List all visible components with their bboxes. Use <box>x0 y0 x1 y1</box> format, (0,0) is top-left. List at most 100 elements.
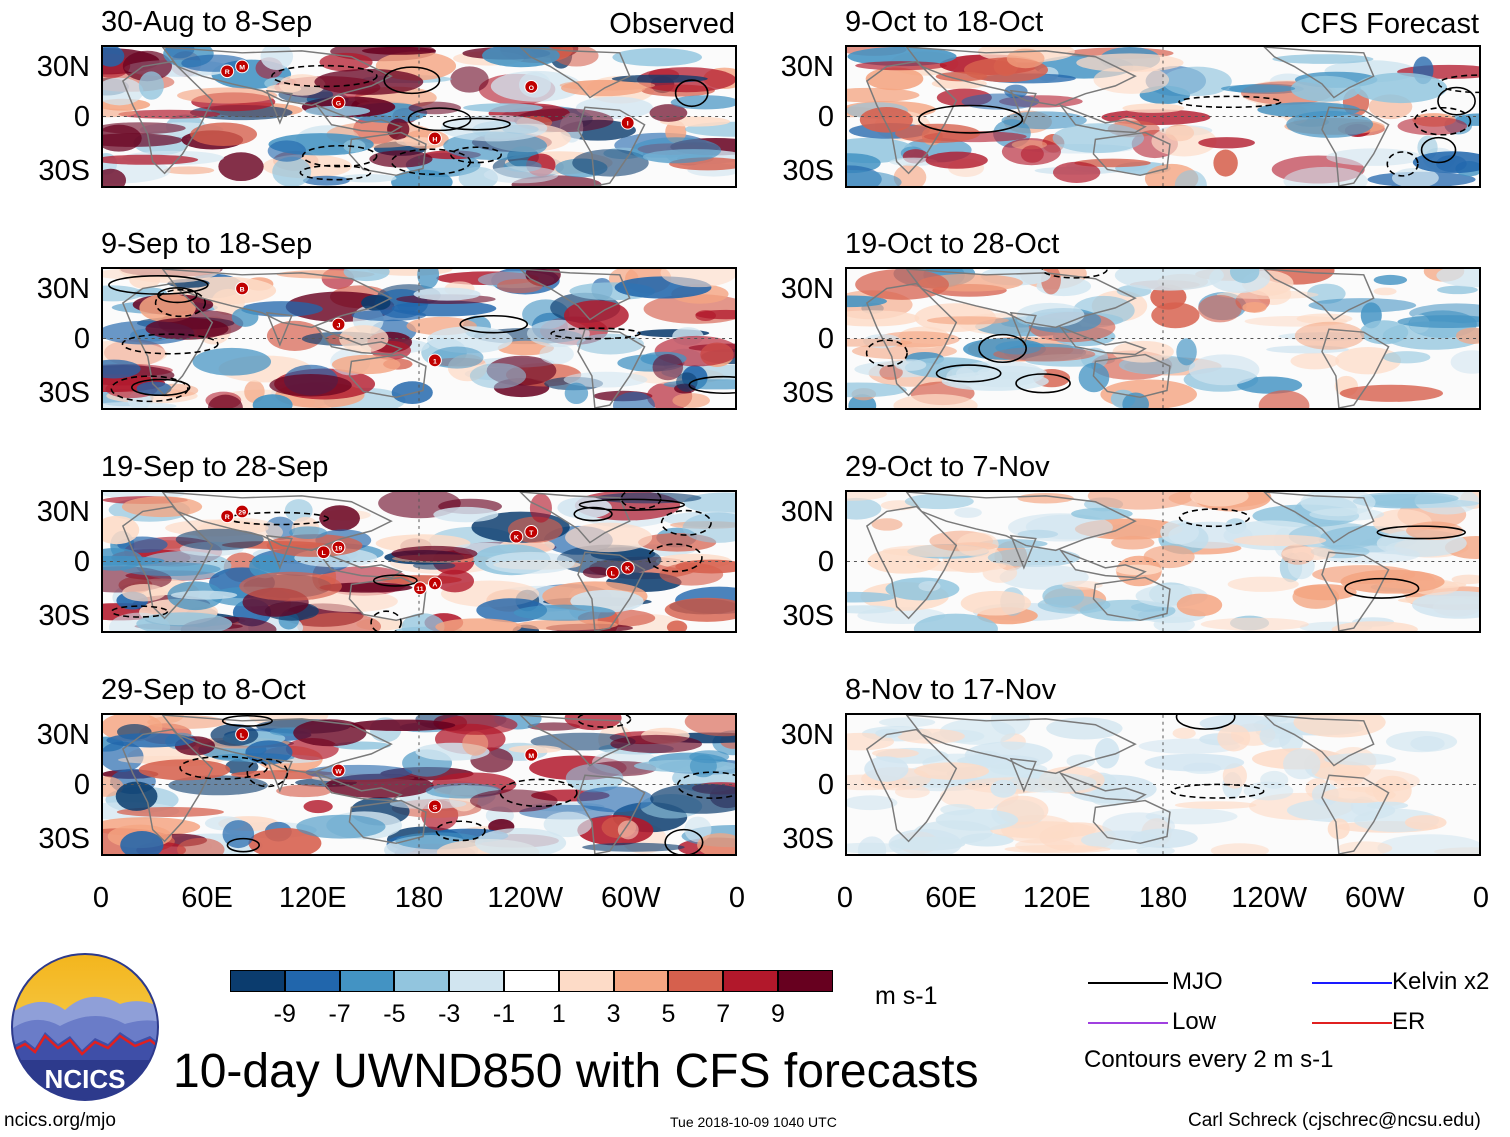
colorbar-swatch <box>504 970 559 992</box>
wind-anomaly-patch <box>136 381 172 396</box>
storm-marker-label: 19 <box>335 545 343 552</box>
main-title: 10-day UWND850 with CFS forecasts <box>173 1045 979 1098</box>
wind-anomaly-patch <box>960 590 1032 616</box>
wind-anomaly-patch <box>556 544 662 576</box>
wind-anomaly-patch <box>990 821 1097 839</box>
wind-anomaly-patch <box>987 548 1081 568</box>
mjo-contour <box>246 758 289 788</box>
mjo-contour <box>918 104 1024 134</box>
wind-anomaly-patch <box>469 363 527 389</box>
wind-anomaly-patch <box>496 278 543 294</box>
tropical-cyclone-marker: W <box>331 763 346 778</box>
wind-anomaly-patch <box>1062 580 1103 590</box>
wind-anomaly-patch <box>913 613 998 631</box>
coastline <box>161 269 393 329</box>
lat-label: 0 <box>73 546 90 578</box>
wind-anomaly-patch <box>1138 738 1240 754</box>
wind-anomaly-patch <box>276 784 332 798</box>
wind-anomaly-patch <box>543 811 592 838</box>
tropical-cyclone-marker: R <box>220 509 235 524</box>
mjo-contour <box>459 314 529 334</box>
legend-mjo-line <box>1088 982 1168 984</box>
coastline <box>1321 328 1390 408</box>
wind-anomaly-patch <box>1131 828 1198 849</box>
footer-url[interactable]: ncics.org/mjo <box>4 1110 116 1131</box>
wind-anomaly-patch <box>1324 753 1396 766</box>
wind-anomaly-patch <box>1286 110 1374 138</box>
wind-anomaly-patch <box>515 619 618 631</box>
storm-marker-label: M <box>528 753 534 760</box>
wind-anomaly-patch <box>1455 327 1479 344</box>
wind-anomaly-patch <box>847 497 882 520</box>
wind-anomaly-patch <box>319 505 360 532</box>
mjo-contour <box>108 275 209 295</box>
lat-label: 30S <box>782 600 834 632</box>
wind-anomaly-patch <box>1437 285 1478 295</box>
wind-anomaly-patch <box>1242 301 1267 313</box>
mjo-contour <box>647 543 703 573</box>
storm-marker-label: L <box>240 732 244 739</box>
coastline <box>1009 757 1037 793</box>
wind-anomaly-patch <box>915 560 1007 572</box>
coastline <box>1321 106 1390 186</box>
wind-anomaly-patch <box>106 733 196 748</box>
wind-anomaly-patch <box>1283 748 1321 780</box>
storm-marker-label: B <box>240 286 245 293</box>
colorbar-unit: m s-1 <box>875 982 938 1010</box>
wind-anomaly-patch <box>163 166 215 175</box>
wind-anomaly-patch <box>871 518 903 531</box>
wind-anomaly-patch <box>1397 116 1468 136</box>
wind-anomaly-patch <box>1071 507 1133 520</box>
wind-anomaly-patch <box>1052 123 1145 153</box>
coastline <box>1263 492 1375 544</box>
mjo-contour <box>660 509 712 536</box>
wind-anomaly-patch <box>1406 521 1464 541</box>
coastline <box>1092 353 1171 399</box>
mjo-contour <box>1386 151 1419 177</box>
wind-anomaly-patch <box>361 294 391 311</box>
wind-anomaly-patch <box>103 401 177 408</box>
coastline <box>265 311 293 347</box>
coastline <box>314 548 403 579</box>
lon-label: 0 <box>1472 882 1490 914</box>
wind-anomaly-patch <box>914 762 990 780</box>
wind-anomaly-patch <box>954 507 982 518</box>
coastline <box>905 715 1137 775</box>
wind-anomaly-patch <box>260 47 294 71</box>
coastline <box>519 492 631 544</box>
wind-anomaly-patch <box>391 545 478 562</box>
lat-label: 0 <box>73 323 90 355</box>
footer-timestamp: Tue 2018-10-09 1040 UTC <box>670 1114 837 1130</box>
coastline <box>265 534 293 570</box>
wind-anomaly-patch <box>462 731 489 756</box>
wind-anomaly-patch <box>529 493 552 523</box>
wind-anomaly-patch <box>361 47 436 55</box>
coastline <box>1263 715 1375 767</box>
wind-anomaly-patch <box>582 566 610 579</box>
wind-anomaly-patch <box>1017 492 1074 504</box>
wind-anomaly-patch <box>1229 269 1260 284</box>
wind-anomaly-patch <box>1151 125 1217 157</box>
wind-anomaly-patch <box>1377 834 1479 854</box>
wind-anomaly-patch <box>252 394 293 408</box>
wind-anomaly-patch <box>1281 546 1336 561</box>
wind-anomaly-patch <box>319 52 373 72</box>
wind-anomaly-patch <box>1111 535 1155 550</box>
panel-title: 8-Nov to 17-Nov <box>845 674 1057 706</box>
tropical-cyclone-marker: L <box>235 727 250 742</box>
colorbar-swatch <box>284 970 340 992</box>
coastline <box>1092 799 1171 845</box>
mjo-contour <box>688 375 735 395</box>
wind-map: 29 19 A T K R L 11 K L <box>101 490 737 633</box>
mjo-contour <box>179 755 268 780</box>
wind-anomaly-patch <box>1290 352 1340 370</box>
coastline <box>265 89 293 125</box>
wind-anomaly-patch <box>450 66 489 93</box>
wind-anomaly-patch <box>177 87 278 104</box>
wind-anomaly-patch <box>1001 111 1087 130</box>
logo-text: NCICS <box>45 1064 126 1094</box>
wind-anomaly-patch <box>878 717 936 728</box>
coastline <box>865 728 958 843</box>
wind-anomaly-patch <box>115 781 158 811</box>
mjo-contour <box>372 574 418 587</box>
